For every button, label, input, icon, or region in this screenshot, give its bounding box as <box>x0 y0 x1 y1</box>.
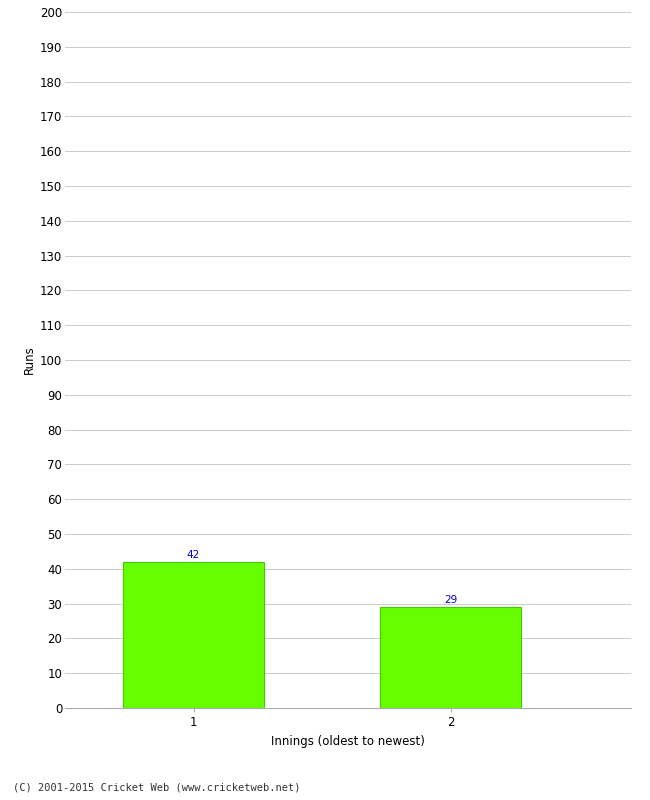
Text: 29: 29 <box>444 595 457 606</box>
X-axis label: Innings (oldest to newest): Innings (oldest to newest) <box>271 735 424 748</box>
Bar <box>123 562 264 708</box>
Bar <box>380 607 521 708</box>
Y-axis label: Runs: Runs <box>23 346 36 374</box>
Text: 42: 42 <box>187 550 200 560</box>
Text: (C) 2001-2015 Cricket Web (www.cricketweb.net): (C) 2001-2015 Cricket Web (www.cricketwe… <box>13 782 300 792</box>
